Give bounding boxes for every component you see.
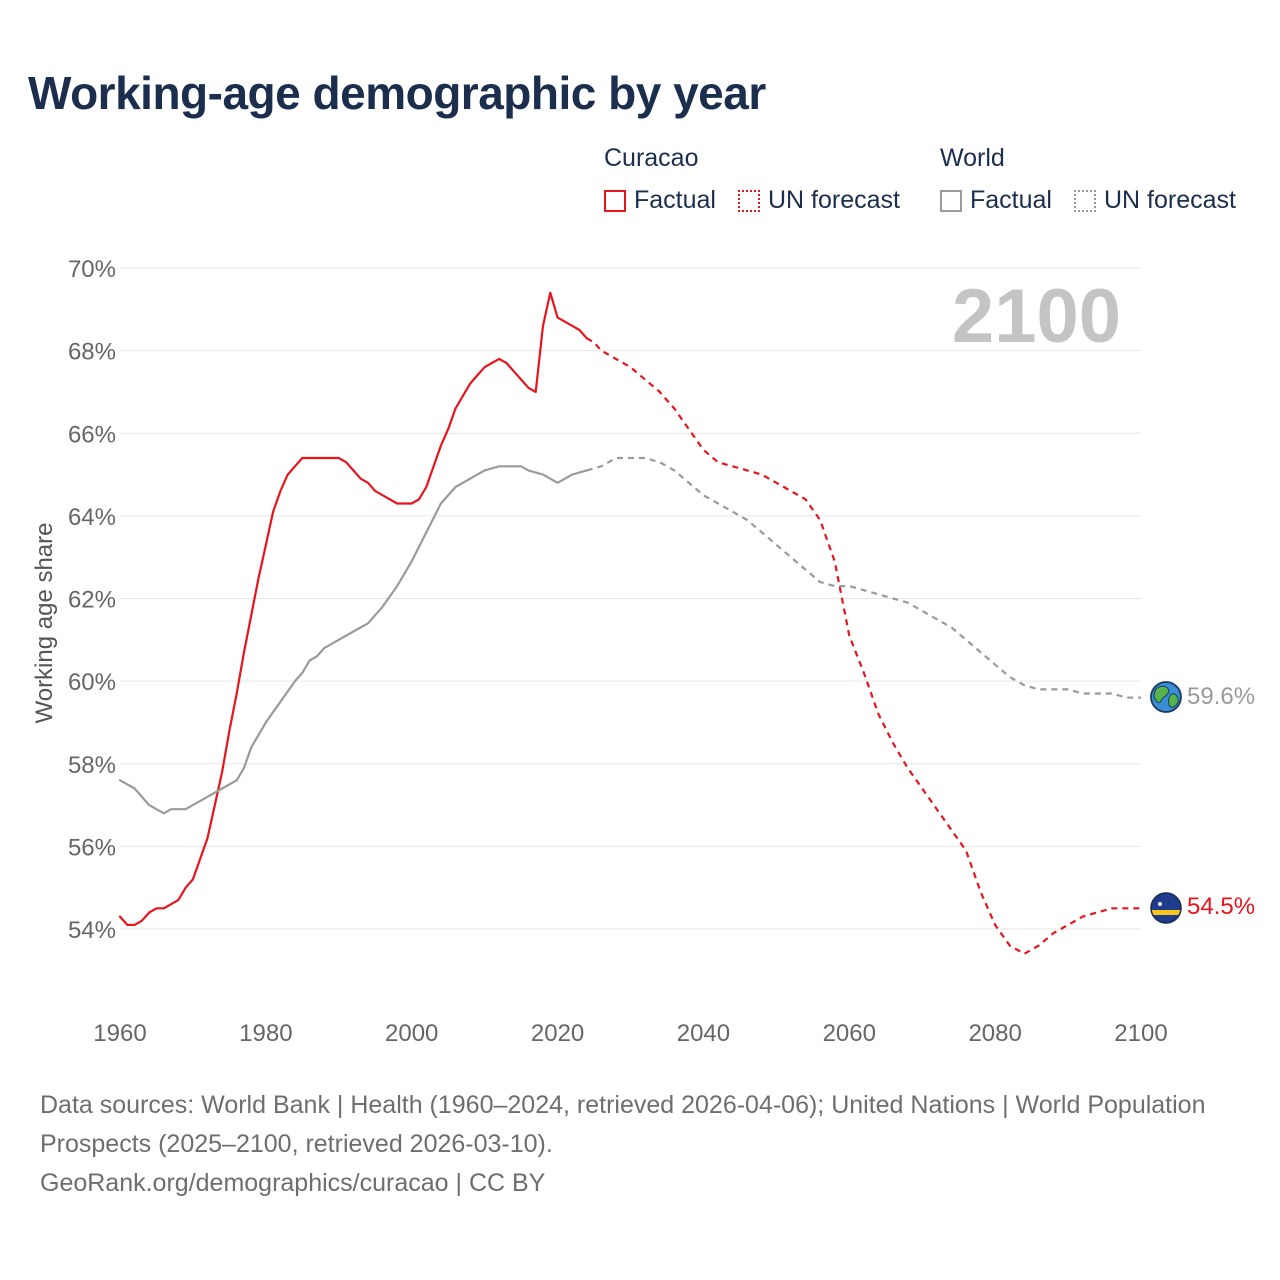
legend-swatch-solid	[604, 189, 626, 212]
curacao-end-value: 54.5%	[1187, 893, 1255, 920]
chart-title: Working-age demographic by year	[28, 67, 766, 119]
x-tick-label: 2080	[968, 1020, 1021, 1047]
x-tick-label: 2100	[1114, 1020, 1167, 1047]
x-tick-label: 1960	[93, 1020, 146, 1047]
footer: Data sources: World Bank | Health (1960–…	[40, 1086, 1220, 1203]
curacao-flag-icon	[1150, 892, 1182, 924]
legend-item-label: UN forecast	[768, 186, 900, 214]
y-tick-label: 64%	[68, 504, 116, 531]
legend-item-label: UN forecast	[1104, 186, 1236, 214]
world-end-value: 59.6%	[1187, 683, 1255, 710]
curacao-end-marker: 54.5%	[1150, 892, 1255, 924]
legend-item-label: Factual	[970, 186, 1052, 214]
series-line-3[interactable]	[586, 456, 1141, 699]
legend-item-curacao-factual[interactable]: Factual	[604, 186, 716, 215]
footer-sources: Data sources: World Bank | Health (1960–…	[40, 1091, 1206, 1158]
legend-item-label: Factual	[634, 186, 716, 214]
grid-lines	[120, 267, 1141, 930]
line-chart: 54% 56% 58% 60% 62% 64% 66% 68% 70% 1960 1980 2000…	[31, 256, 1255, 1047]
y-axis-label: Working age share	[31, 523, 58, 724]
legend-swatch-solid	[940, 189, 962, 212]
legend-group-name: World	[940, 144, 1005, 172]
series-line-1[interactable]	[586, 337, 1141, 955]
legend-group-curacao: Curacao Factual UN forecast	[604, 144, 924, 224]
year-watermark: 2100	[952, 274, 1121, 359]
x-tick-label: 2040	[677, 1020, 730, 1047]
legend-group-name: Curacao	[604, 144, 699, 172]
legend-swatch-dotted	[1074, 189, 1096, 212]
world-end-marker: 59.6%	[1150, 681, 1255, 713]
y-tick-label: 62%	[68, 587, 116, 614]
x-tick-label: 1980	[239, 1020, 292, 1047]
x-tick-label: 2060	[823, 1020, 876, 1047]
series-line-0[interactable]	[118, 291, 588, 926]
footer-attribution[interactable]: GeoRank.org/demographics/curacao | CC BY	[40, 1169, 546, 1197]
legend-swatch-dotted	[738, 189, 760, 212]
legend-group-world: World Factual UN forecast	[940, 144, 1260, 224]
legend-item-world-factual[interactable]: Factual	[940, 186, 1052, 215]
y-axis-ticks: 54% 56% 58% 60% 62% 64% 66% 68% 70%	[68, 256, 116, 944]
globe-icon	[1150, 681, 1182, 713]
legend-item-world-forecast[interactable]: UN forecast	[1074, 186, 1236, 215]
x-axis-ticks: 1960 1980 2000 2020 2040 2060 2080 2100	[93, 1020, 1167, 1047]
y-tick-label: 70%	[68, 256, 116, 283]
y-tick-label: 60%	[68, 669, 116, 696]
y-tick-label: 56%	[68, 834, 116, 861]
y-tick-label: 66%	[68, 421, 116, 448]
y-tick-label: 58%	[68, 752, 116, 779]
series-line-2[interactable]	[118, 465, 588, 815]
legend-item-curacao-forecast[interactable]: UN forecast	[738, 186, 900, 215]
y-tick-label: 54%	[68, 917, 116, 944]
x-tick-label: 2000	[385, 1020, 438, 1047]
x-tick-label: 2020	[531, 1020, 584, 1047]
y-tick-label: 68%	[68, 339, 116, 366]
series-lines	[118, 291, 1141, 955]
